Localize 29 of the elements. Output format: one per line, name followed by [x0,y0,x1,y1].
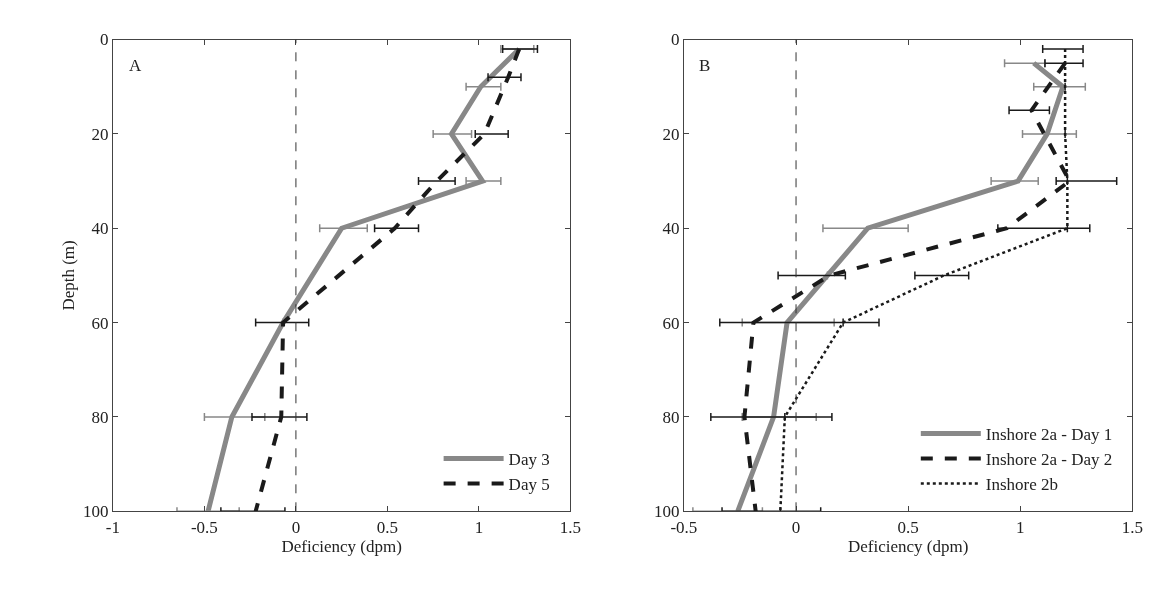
x-tick-label: 0 [291,517,301,537]
y-tick-label: 40 [91,219,109,239]
x-axis-title: Deficiency (dpm) [281,537,402,557]
y-tick-label: 20 [91,124,109,144]
x-tick-label: 1 [1016,517,1025,537]
x-tick-label: 0 [791,517,801,537]
annotation: B [699,56,711,75]
y-tick-label: 40 [662,219,680,239]
x-axis-title: Deficiency (dpm) [847,537,969,557]
y-tick-label: 80 [91,407,109,427]
y-tick-label: 20 [662,124,680,144]
legend-label: Inshore 2a - Day 1 [985,425,1113,445]
legend-label: Day 5 [508,475,550,495]
x-tick-label: -0.5 [190,517,218,537]
y-tick-label: 0 [100,30,109,50]
x-tick-label: 1.5 [1121,517,1144,537]
x-tick-label: 0.5 [376,517,399,537]
annotation: A [129,56,142,75]
y-tick-label: 0 [671,30,680,50]
legend-label: Day 3 [508,450,550,470]
legend-label: Inshore 2b [985,475,1059,495]
x-tick-label: 1 [474,517,484,537]
y-tick-label: 80 [662,407,680,427]
y-axis-title: Depth (m) [58,240,78,311]
x-tick-label: 1.5 [559,517,582,537]
x-tick-label: 0.5 [897,517,919,537]
legend-label: Inshore 2a - Day 2 [985,450,1113,470]
y-tick-label: 60 [662,313,680,333]
y-tick-label: 60 [91,313,109,333]
